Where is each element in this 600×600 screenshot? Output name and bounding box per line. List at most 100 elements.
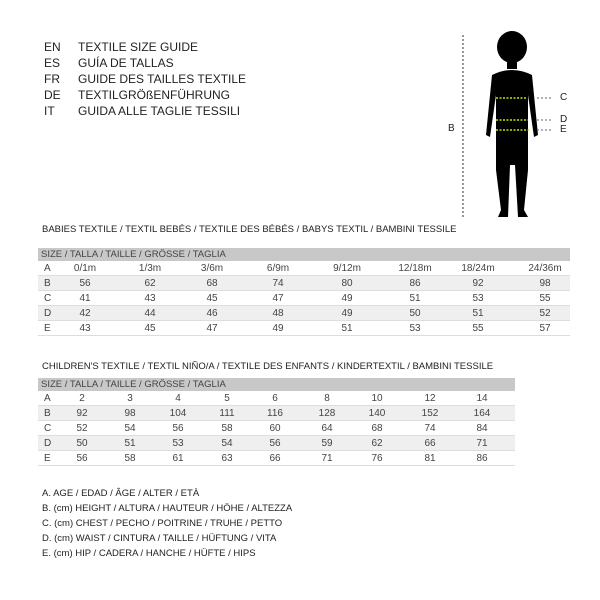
table-cell: 64 bbox=[321, 423, 333, 434]
size-header: SIZE / TALLA / TAILLE / GRÖSSE / TAGLIA bbox=[38, 248, 570, 261]
table-cell: 6/9m bbox=[266, 263, 290, 274]
language-code: EN bbox=[44, 40, 61, 54]
table-cell: 45 bbox=[144, 323, 156, 334]
table-cell: 49 bbox=[272, 323, 284, 334]
table-cell: 71 bbox=[476, 438, 488, 449]
table-cell: 44 bbox=[144, 308, 156, 319]
table-row: D 42 44 46 48 49 50 51 52 bbox=[38, 306, 570, 321]
table-cell: 3/6m bbox=[200, 263, 224, 274]
guide-title: GUÍA DE TALLAS bbox=[78, 56, 174, 70]
language-title: EN TEXTILE SIZE GUIDE bbox=[44, 39, 198, 55]
table-cell: 43 bbox=[79, 323, 91, 334]
guide-title: GUIDE DES TAILLES TEXTILE bbox=[78, 72, 247, 86]
table-cell: 57 bbox=[539, 323, 551, 334]
table-cell: 61 bbox=[172, 453, 184, 464]
row-label: A bbox=[44, 263, 51, 274]
table-cell: 104 bbox=[169, 408, 187, 419]
table-cell: 0/1m bbox=[73, 263, 97, 274]
table-cell: 50 bbox=[76, 438, 88, 449]
table-cell: 42 bbox=[79, 308, 91, 319]
table-cell: 86 bbox=[409, 278, 421, 289]
table-cell: 66 bbox=[424, 438, 436, 449]
babies-size-table: SIZE / TALLA / TAILLE / GRÖSSE / TAGLIA A… bbox=[38, 248, 570, 336]
table-cell: 45 bbox=[206, 293, 218, 304]
table-cell: 68 bbox=[371, 423, 383, 434]
table-cell: 6 bbox=[272, 393, 278, 404]
legend-item: A. AGE / EDAD / ÂGE / ALTER / ETÀ bbox=[42, 488, 200, 499]
table-cell: 62 bbox=[144, 278, 156, 289]
table-cell: 8 bbox=[324, 393, 330, 404]
label-b: B bbox=[448, 123, 455, 134]
row-label: E bbox=[44, 323, 51, 334]
table-cell: 62 bbox=[371, 438, 383, 449]
table-cell: 51 bbox=[409, 293, 421, 304]
table-cell: 52 bbox=[76, 423, 88, 434]
table-cell: 56 bbox=[269, 438, 281, 449]
table-cell: 74 bbox=[272, 278, 284, 289]
legend-item: B. (cm) HEIGHT / ALTURA / HAUTEUR / HÖHE… bbox=[42, 503, 293, 514]
table-cell: 59 bbox=[321, 438, 333, 449]
table-row: E 43 45 47 49 51 53 55 57 bbox=[38, 321, 570, 336]
table-cell: 66 bbox=[269, 453, 281, 464]
table-cell: 55 bbox=[472, 323, 484, 334]
table-cell: 84 bbox=[476, 423, 488, 434]
children-size-table: SIZE / TALLA / TAILLE / GRÖSSE / TAGLIA A… bbox=[38, 378, 515, 466]
table-cell: 86 bbox=[476, 453, 488, 464]
table-cell: 116 bbox=[267, 408, 283, 419]
table-cell: 2 bbox=[79, 393, 85, 404]
legend-item: E. (cm) HIP / CADERA / HANCHE / HÜFTE / … bbox=[42, 548, 256, 559]
table-cell: 51 bbox=[124, 438, 136, 449]
table-row: B 92 98 104 111 116 128 140 152 164 bbox=[38, 406, 515, 421]
table-cell: 12/18m bbox=[398, 263, 432, 274]
table-cell: 56 bbox=[79, 278, 91, 289]
size-header: SIZE / TALLA / TAILLE / GRÖSSE / TAGLIA bbox=[38, 378, 515, 391]
row-label: A bbox=[44, 393, 51, 404]
row-label: B bbox=[44, 278, 51, 289]
table-cell: 58 bbox=[221, 423, 233, 434]
language-code: FR bbox=[44, 72, 60, 86]
language-title: DE TEXTILGRÖßENFÜHRUNG bbox=[44, 87, 230, 103]
table-cell: 56 bbox=[172, 423, 184, 434]
legend-item: D. (cm) WAIST / CINTURA / TAILLE / HÜFTU… bbox=[42, 533, 277, 544]
language-code: ES bbox=[44, 56, 61, 70]
table-cell: 54 bbox=[221, 438, 233, 449]
table-cell: 43 bbox=[144, 293, 156, 304]
table-cell: 48 bbox=[272, 308, 284, 319]
table-cell: 24/36m bbox=[528, 263, 562, 274]
table-cell: 47 bbox=[206, 323, 218, 334]
legend-item: C. (cm) CHEST / PECHO / POITRINE / TRUHE… bbox=[42, 518, 283, 529]
table-cell: 49 bbox=[341, 308, 353, 319]
row-label: D bbox=[44, 438, 52, 449]
table-cell: 18/24m bbox=[461, 263, 495, 274]
table-cell: 52 bbox=[539, 308, 551, 319]
table-cell: 98 bbox=[539, 278, 551, 289]
table-cell: 68 bbox=[206, 278, 218, 289]
table-cell: 46 bbox=[206, 308, 218, 319]
table-cell: 81 bbox=[424, 453, 436, 464]
table-cell: 9/12m bbox=[333, 263, 361, 274]
table-row: C 41 43 45 47 49 51 53 55 bbox=[38, 291, 570, 306]
table-cell: 14 bbox=[476, 393, 488, 404]
table-row: B 56 62 68 74 80 86 92 98 bbox=[38, 276, 570, 291]
table-row: A 2 3 4 5 6 8 10 12 14 bbox=[38, 391, 515, 406]
children-title: CHILDREN'S TEXTILE / TEXTIL NIÑO/A / TEX… bbox=[42, 361, 494, 372]
table-cell: 56 bbox=[76, 453, 88, 464]
table-cell: 49 bbox=[341, 293, 353, 304]
row-label: E bbox=[44, 453, 51, 464]
table-cell: 5 bbox=[224, 393, 230, 404]
table-row: A 0/1m 1/3m 3/6m 6/9m 9/12m 12/18m 18/24m 24/36m bbox=[38, 261, 570, 276]
table-cell: 47 bbox=[272, 293, 284, 304]
table-cell: 63 bbox=[221, 453, 233, 464]
child-silhouette-diagram bbox=[462, 31, 553, 217]
table-cell: 71 bbox=[321, 453, 333, 464]
guide-title: GUIDA ALLE TAGLIE TESSILI bbox=[78, 104, 241, 118]
child-silhouette-icon bbox=[486, 31, 538, 217]
table-cell: 60 bbox=[269, 423, 281, 434]
table-cell: 58 bbox=[124, 453, 136, 464]
table-cell: 41 bbox=[79, 293, 91, 304]
table-cell: 76 bbox=[371, 453, 383, 464]
table-cell: 74 bbox=[424, 423, 436, 434]
row-label: C bbox=[44, 293, 52, 304]
table-cell: 164 bbox=[473, 408, 491, 419]
